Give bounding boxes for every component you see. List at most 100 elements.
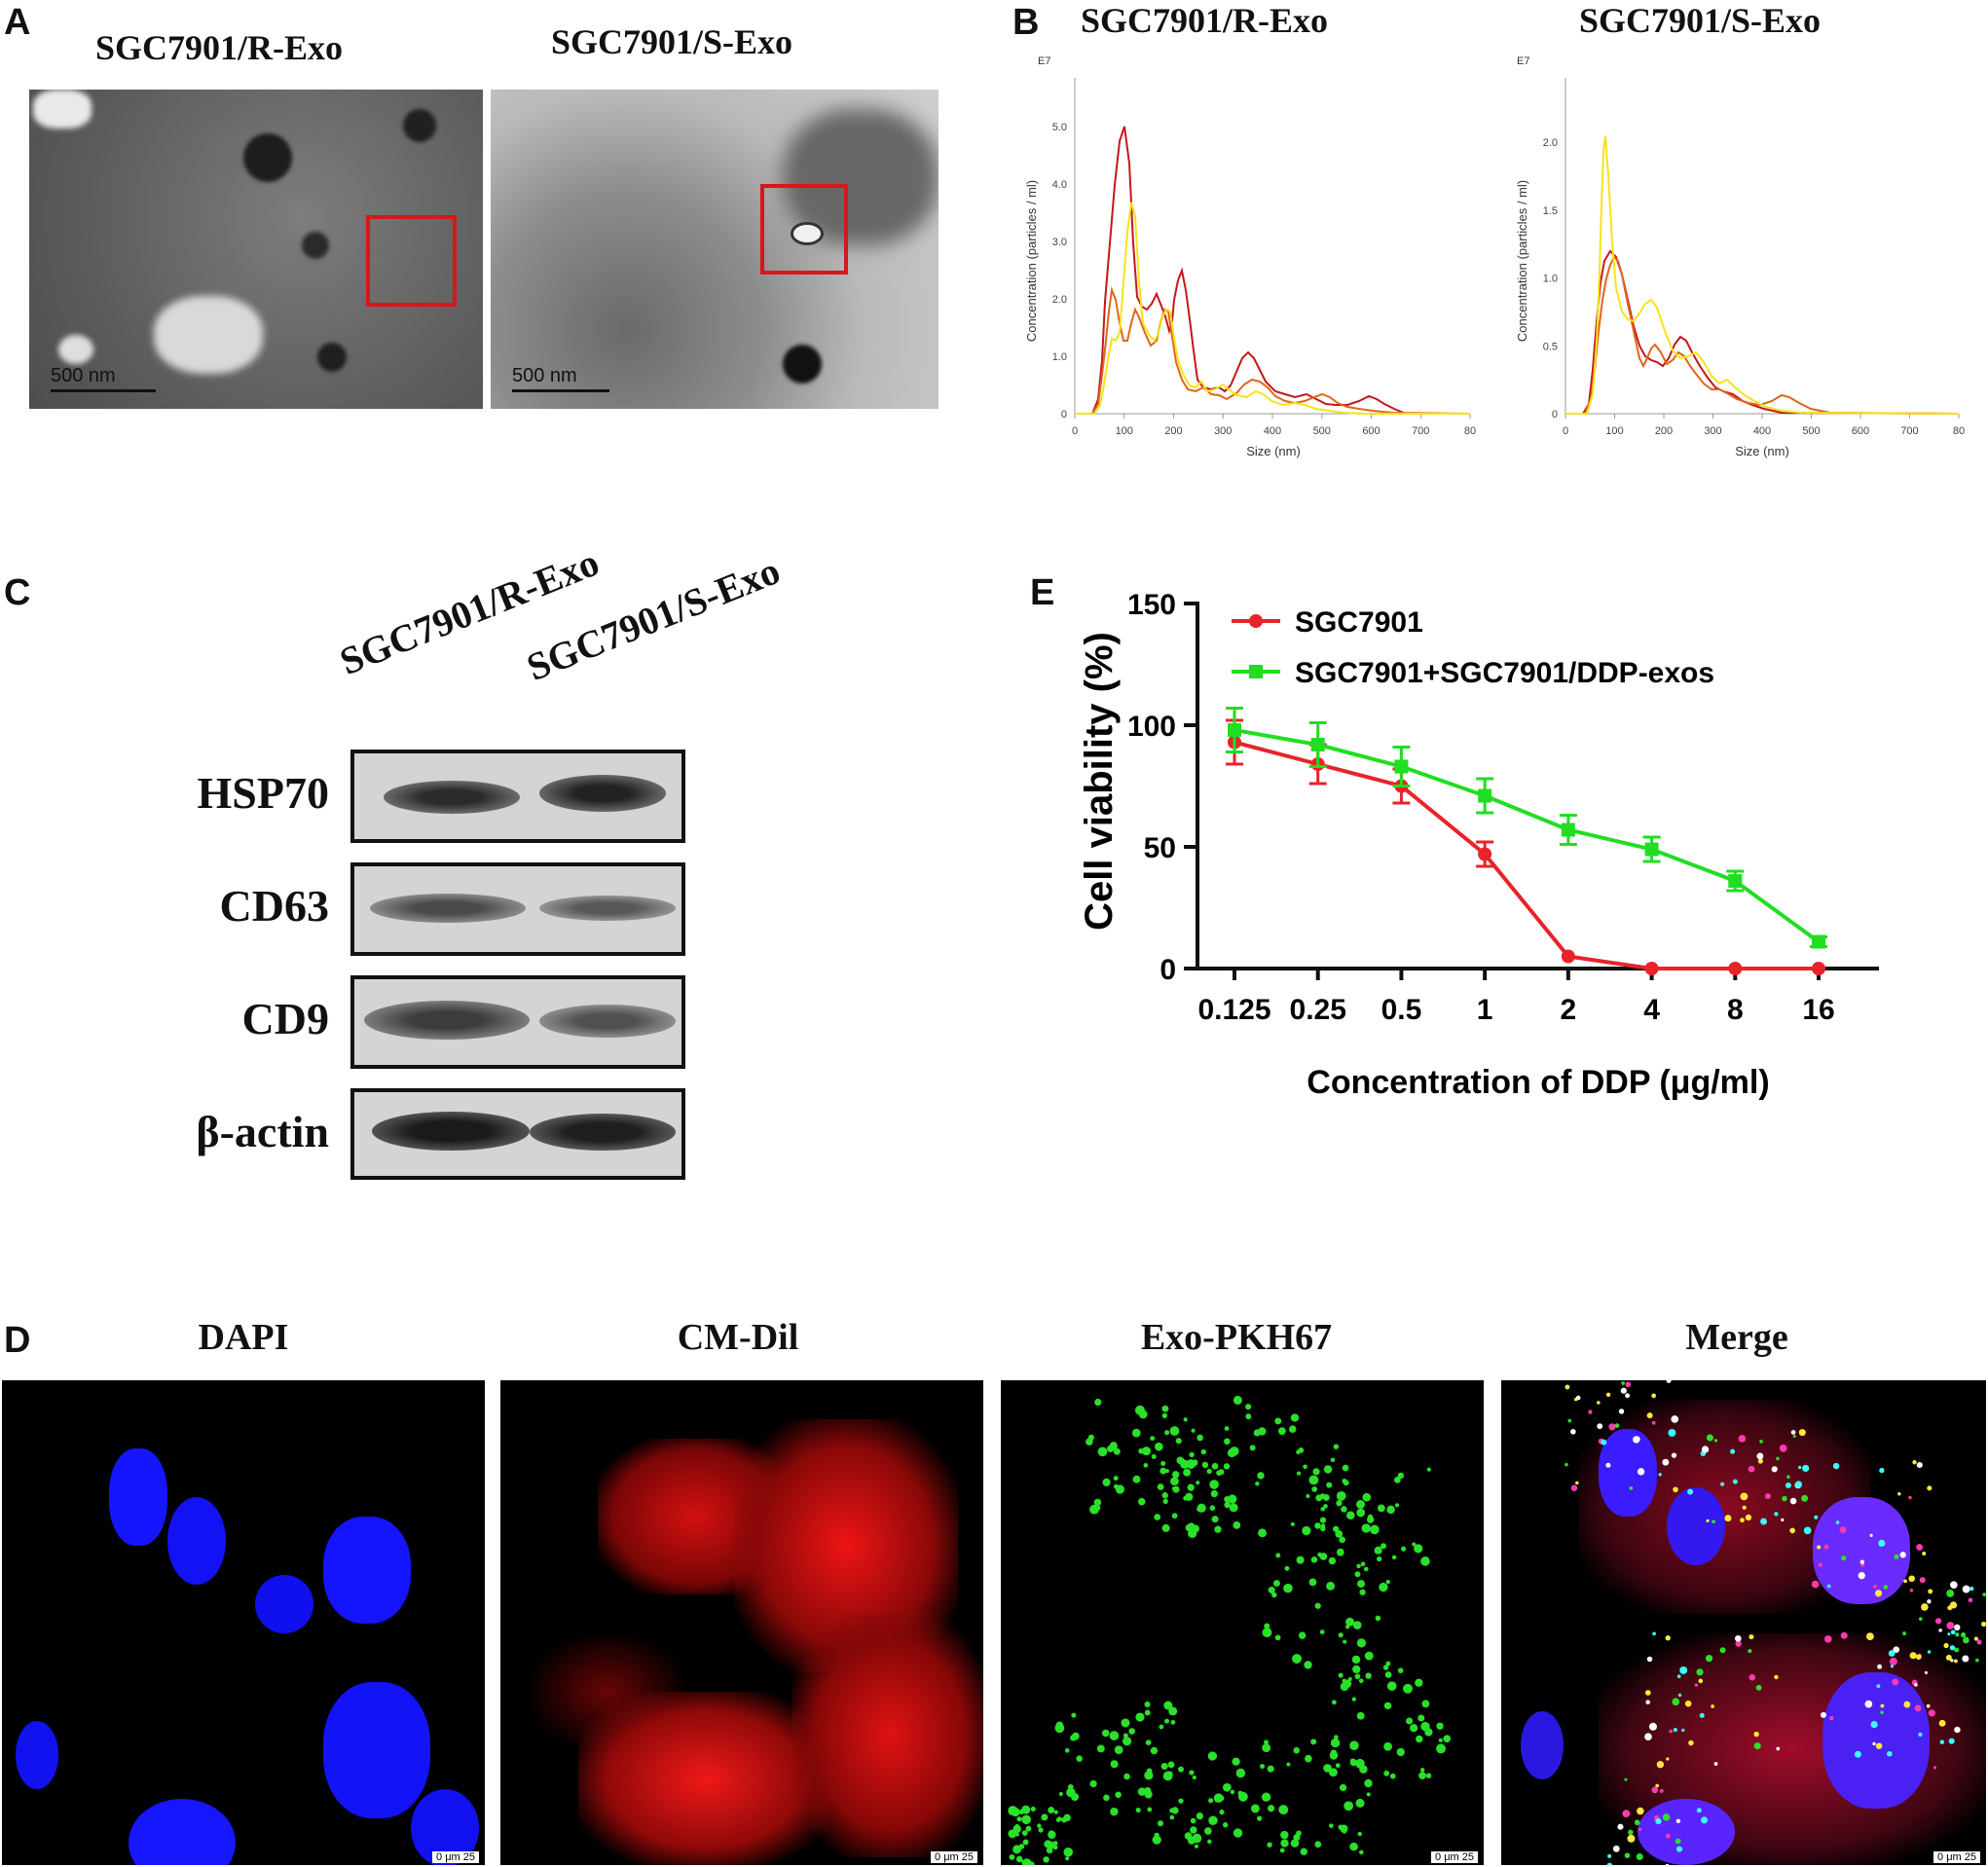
exosome-dot [1233,1520,1241,1529]
exosome-dot [1025,1825,1032,1832]
exosome-dot [1362,1492,1372,1502]
panel-a-title-left: SGC7901/R-Exo [95,28,344,67]
nta-exponent-label: E7 [1038,55,1050,67]
merged-dot [1893,1646,1900,1654]
merged-dot [1938,1629,1942,1632]
exosome-dot [1056,1816,1062,1822]
merged-dot [1771,1466,1778,1473]
merged-dot [1841,1556,1847,1561]
scale-bar-line [512,389,609,392]
nta-x-axis-label: Size (nm) [1246,444,1301,458]
exosome-dot [1170,1719,1176,1725]
merged-dot [1908,1495,1912,1500]
nta-curve-yellow [1565,135,1960,415]
nta-y-tick-label: 3.0 [1052,237,1067,248]
scale-bar-label: 500 nm [512,365,577,386]
exosome-dot [1137,1497,1146,1506]
exosome-dot [1230,1446,1239,1456]
exosome-dot [1356,1563,1361,1569]
marker-cd9: CD9 [241,994,329,1043]
exosome-dot [1303,1464,1307,1470]
exosome-dot [1150,1436,1156,1442]
exosome-dot [1317,1552,1322,1557]
micro-title-cm-dil: CM-Dil [677,1317,799,1358]
exosome-dot [1214,1525,1222,1533]
exosome-dot [1210,1489,1218,1498]
exosome-dot [1300,1848,1308,1855]
exosome-dot [1185,1523,1194,1532]
merged-dot [1801,1494,1809,1502]
merged-dot [1839,1526,1847,1533]
merged-dot [1879,1467,1885,1474]
nucleus [1638,1799,1735,1865]
merged-dot [1742,1505,1747,1510]
nta-x-tick-label: 100 [1116,425,1133,437]
merged-dot [1818,1562,1822,1567]
merged-dot [1684,1700,1692,1707]
exosome-dot [1421,1700,1430,1708]
merged-dot [1811,1580,1820,1589]
merged-dot [1675,1846,1683,1852]
exosome-dot [1364,1651,1374,1661]
exosome-dot [1326,1482,1333,1488]
merged-dot [1666,1757,1670,1761]
exosome-dot [1207,1751,1218,1761]
merged-dot [1760,1518,1767,1525]
merged-dot [1705,1654,1713,1663]
merged-dot [1914,1682,1918,1687]
exosome-dot [1351,1655,1361,1665]
exosome-dot [1071,1732,1080,1740]
exosome-dot [1290,1839,1300,1848]
exosome-dot [1315,1494,1323,1502]
exosome-dot [1391,1555,1397,1560]
merged-dot [1620,1387,1627,1394]
merged-dot [1894,1554,1899,1559]
exosome-dot [1170,1477,1179,1486]
merged-dot [1570,1429,1576,1435]
exosome-dot [1274,1634,1281,1641]
exosome-dot [1336,1548,1344,1556]
band [364,1001,530,1040]
exosome-dot [1021,1859,1026,1864]
merged-dot [1790,1430,1796,1435]
exosome-dot [1065,1856,1070,1861]
exosome-dot [1154,1514,1161,1520]
exosome-dot [1103,1794,1110,1802]
chart-y-tick-label: 150 [1127,589,1176,621]
merged-dot [1918,1617,1923,1622]
exosome-dot [1110,1760,1119,1769]
merged-dot [1679,1666,1688,1674]
marker-beta-actin: β-actin [196,1107,329,1156]
exosome-dot [1338,1632,1344,1638]
exosome-dot [1417,1714,1425,1722]
exosome-dot [1341,1506,1347,1513]
blot-cd9 [350,975,685,1069]
exosome-dot [1342,1828,1347,1834]
scale-bar-left: 500 nm [51,365,156,392]
exosome-dot [1138,1447,1144,1454]
merged-dot [1748,1649,1752,1654]
nucleus [1667,1487,1725,1565]
exosome-dot [1385,1579,1390,1585]
merged-dot [1622,1810,1631,1818]
exosome-dot [1071,1712,1077,1718]
merged-dot [1730,1448,1736,1454]
exosome-dot [1443,1735,1452,1743]
merged-dot [1606,1862,1613,1865]
panel-b-title-left: SGC7901/R-Exo [1081,1,1329,40]
exosome-dot [1224,1438,1231,1446]
nta-x-tick-label: 0 [1072,425,1078,437]
exosome-dot [1271,1592,1277,1598]
nucleus [1822,1672,1930,1809]
nta-x-tick-label: 400 [1264,425,1281,437]
exosome-dot [1278,1427,1286,1436]
merged-dot [1628,1829,1634,1836]
exosome-dot [1113,1476,1119,1482]
merged-dot [1706,1434,1713,1442]
merged-dot [1634,1436,1640,1443]
exosome-dot [1314,1841,1322,1849]
exosome-vesicle [791,222,824,245]
exosome-dot [1109,1731,1120,1740]
legend-marker [1249,614,1263,628]
merged-dot [1701,1446,1710,1453]
